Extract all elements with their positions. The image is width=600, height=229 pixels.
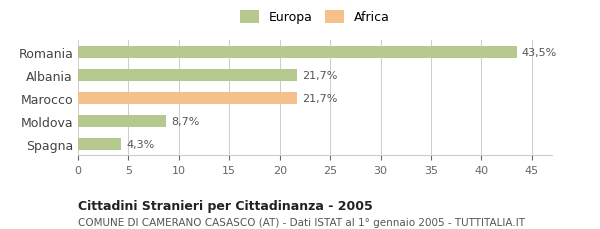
Bar (78, 138, 121, 150)
Text: Cittadini Stranieri per Cittadinanza - 2005: Cittadini Stranieri per Cittadinanza - 2… (78, 199, 373, 212)
Legend: Europa, Africa: Europa, Africa (240, 11, 390, 24)
Text: 21,7%: 21,7% (302, 71, 337, 81)
Text: COMUNE DI CAMERANO CASASCO (AT) - Dati ISTAT al 1° gennaio 2005 - TUTTITALIA.IT: COMUNE DI CAMERANO CASASCO (AT) - Dati I… (78, 218, 525, 227)
Bar (78, 69, 297, 82)
Text: 8,7%: 8,7% (171, 116, 199, 126)
Text: 4,3%: 4,3% (127, 139, 155, 149)
Bar (78, 92, 297, 105)
Text: 43,5%: 43,5% (522, 48, 557, 58)
Bar (78, 46, 517, 59)
Text: 21,7%: 21,7% (302, 93, 337, 104)
Bar (78, 115, 166, 128)
